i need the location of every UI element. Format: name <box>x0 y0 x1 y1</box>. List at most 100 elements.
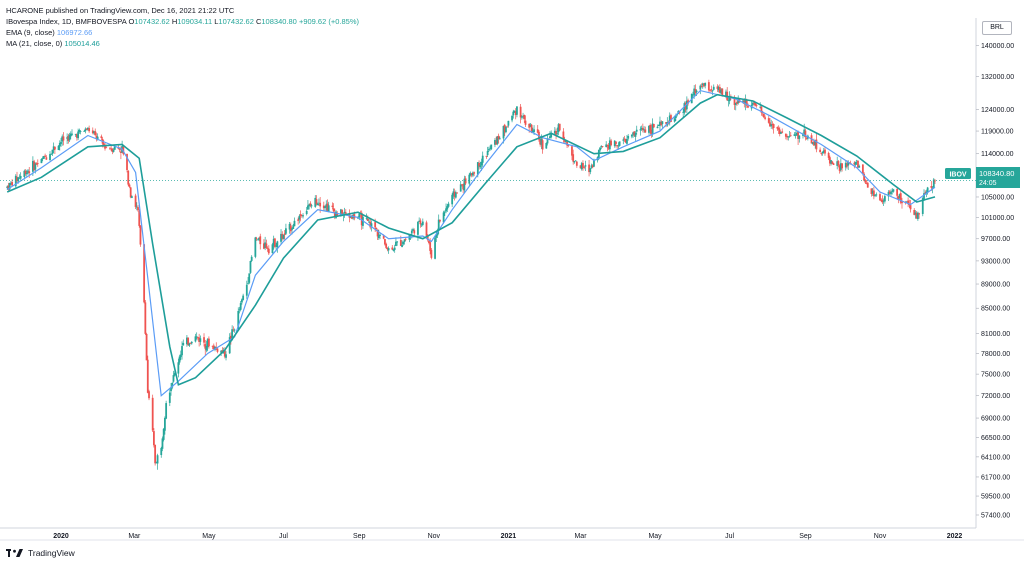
candle-body <box>264 242 267 248</box>
x-tick-label: Mar <box>574 533 587 540</box>
ema-line[interactable] <box>6 89 936 397</box>
candle-body <box>759 106 762 108</box>
candle-body <box>104 145 106 149</box>
candle-body <box>66 137 69 139</box>
ema-legend-line[interactable]: EMA (9, close) 106972.66 <box>6 27 359 38</box>
candle-body <box>468 174 471 184</box>
candle-body <box>391 247 394 250</box>
candle-body <box>231 329 234 341</box>
candle-body <box>883 196 886 202</box>
candle-body <box>772 124 775 128</box>
candle-body <box>668 115 671 123</box>
candle-body <box>322 205 325 209</box>
candle-body <box>100 136 103 138</box>
candle-body <box>650 129 653 134</box>
candle-body <box>744 100 747 105</box>
candle-body <box>151 397 154 431</box>
candle-body <box>487 149 490 151</box>
candle-body <box>778 129 781 135</box>
candle-body <box>386 248 389 250</box>
candle-body <box>52 146 55 151</box>
candle-body <box>861 164 864 175</box>
candle-body <box>23 170 26 178</box>
candle-body <box>805 138 808 139</box>
candle-body <box>720 89 722 94</box>
candle-body <box>470 173 473 176</box>
bar-countdown: 24:05 <box>979 180 997 187</box>
candle-body <box>584 165 587 167</box>
candle-body <box>879 194 881 201</box>
currency-button[interactable]: BRL <box>982 21 1012 35</box>
candle-body <box>924 192 927 194</box>
candle-body <box>137 207 139 211</box>
candle-body <box>25 173 28 175</box>
candle-body <box>710 89 713 90</box>
candle-body <box>831 161 834 164</box>
candle-body <box>333 212 336 217</box>
y-tick-label: 101000.00 <box>981 215 1014 222</box>
candle-body <box>575 161 578 166</box>
candle-body <box>881 199 884 203</box>
candle-body <box>844 162 847 168</box>
candle-body <box>507 120 510 126</box>
candle-body <box>846 163 848 167</box>
candle-body <box>233 329 236 331</box>
candle-body <box>280 233 282 242</box>
candle-body <box>232 329 235 331</box>
candle-body <box>599 147 601 151</box>
candle-body <box>393 247 396 250</box>
candle-body <box>179 354 182 358</box>
candle-body <box>331 205 334 208</box>
candle-body <box>624 138 627 143</box>
candle-body <box>600 145 603 147</box>
candle-body <box>349 216 352 218</box>
candle-body <box>241 299 243 303</box>
candle-body <box>784 133 787 137</box>
candle-body <box>618 141 621 146</box>
candle-body <box>267 248 270 254</box>
candle-body <box>425 222 428 236</box>
branding[interactable]: TradingView <box>6 548 75 558</box>
candle-body <box>128 184 131 187</box>
y-tick-label: 81000.00 <box>981 331 1010 338</box>
candle-body <box>701 83 704 86</box>
candle-body <box>640 128 643 130</box>
candle-body <box>84 128 87 132</box>
candle-body <box>683 103 686 113</box>
candle-body <box>567 144 570 146</box>
candle-body <box>767 118 770 123</box>
candle-body <box>237 310 240 329</box>
candle-body <box>635 129 638 132</box>
candle-body <box>188 343 191 346</box>
candle-body <box>793 134 796 136</box>
candle-body <box>661 121 664 125</box>
candle-body <box>787 136 790 138</box>
candle-body <box>832 163 835 165</box>
candle-body <box>531 130 534 134</box>
candle-body <box>53 146 56 150</box>
y-tick-label: 85000.00 <box>981 306 1010 313</box>
candle-body <box>854 161 857 165</box>
candle-body <box>837 161 840 166</box>
candle-body <box>803 129 806 134</box>
symbol-legend-line[interactable]: IBovespa Index, 1D, BMFBOVESPA O107432.6… <box>6 16 359 27</box>
candle-body <box>259 236 262 245</box>
candle-body <box>469 173 472 176</box>
candle-body <box>291 228 293 230</box>
candle-body <box>693 88 696 96</box>
candle-body <box>727 100 730 102</box>
candle-body <box>44 155 47 157</box>
ma-legend-line[interactable]: MA (21, close, 0) 105014.46 <box>6 38 359 49</box>
candle-body <box>699 85 702 90</box>
candle-body <box>9 182 12 184</box>
candle-body <box>913 209 916 215</box>
candle-body <box>288 224 291 230</box>
candle-body <box>154 444 157 464</box>
candle-body <box>776 127 779 129</box>
candle-body <box>541 140 544 150</box>
candle-body <box>813 141 815 146</box>
ma-label: MA (21, close, 0) <box>6 39 63 48</box>
ma-line[interactable] <box>6 93 936 386</box>
candle-body <box>332 208 335 212</box>
